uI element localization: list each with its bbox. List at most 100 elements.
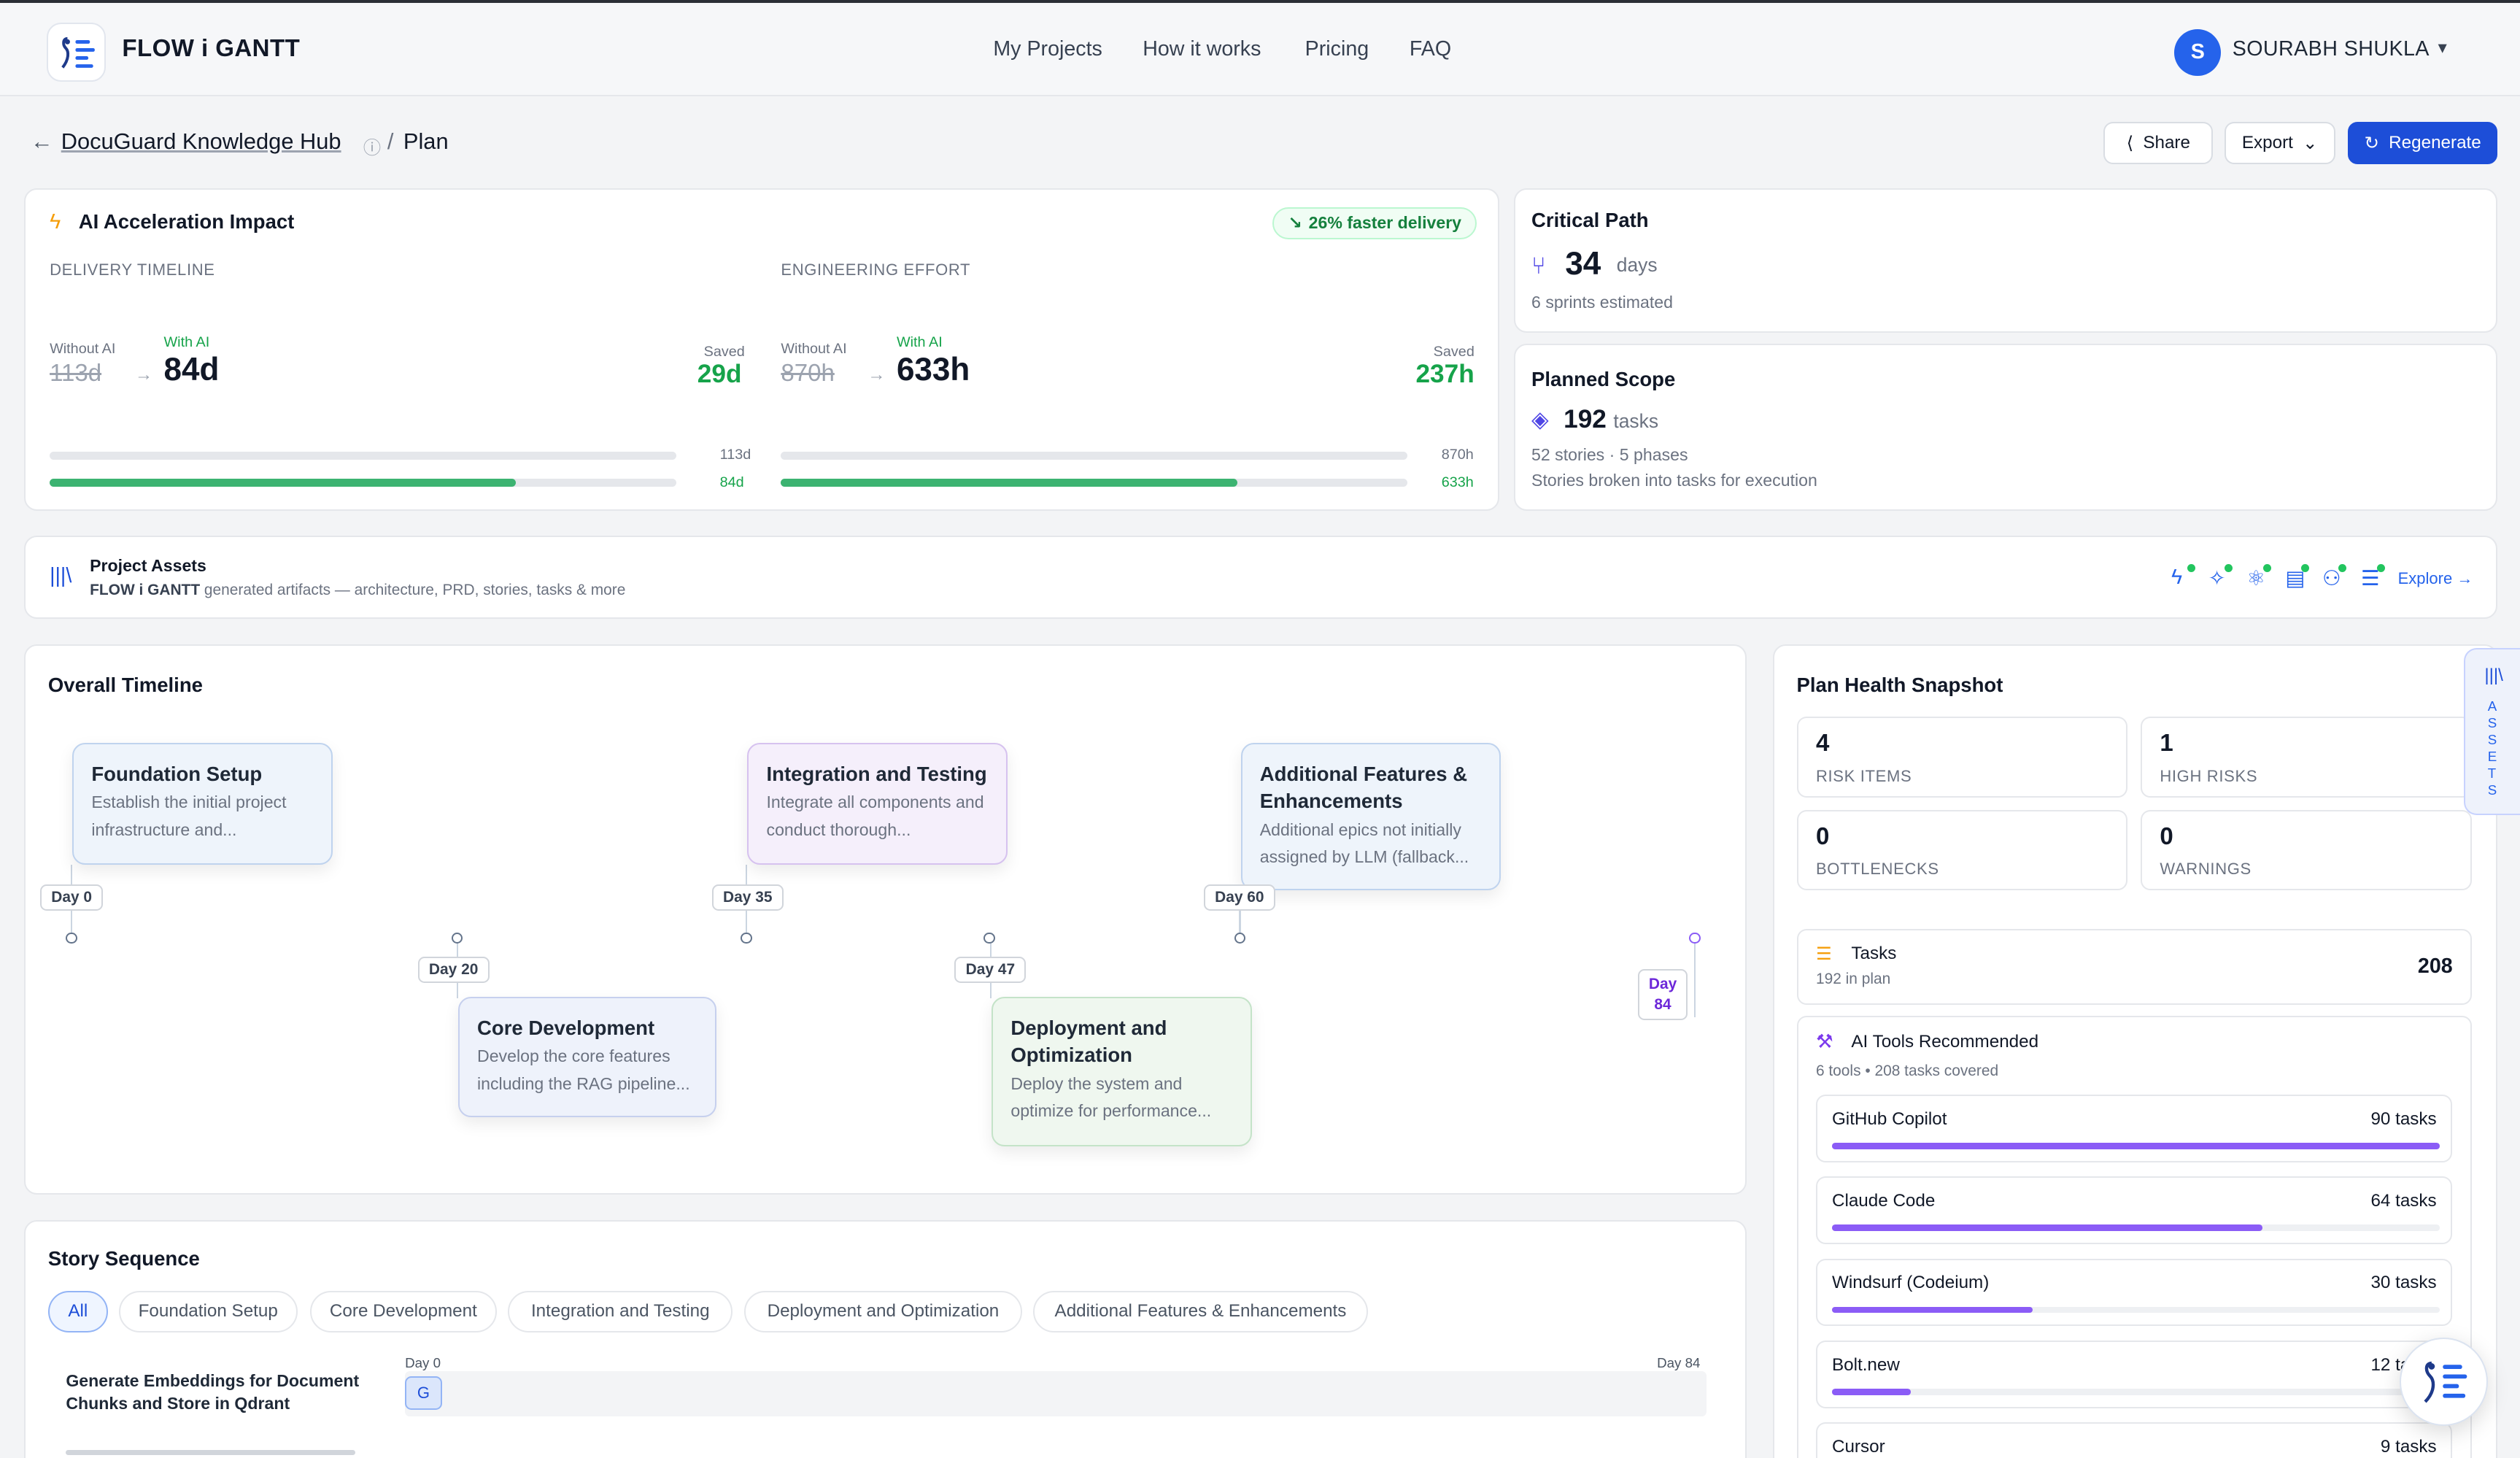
story-row-badge[interactable]: G (405, 1376, 442, 1410)
delivery-without-label: Without AI (50, 340, 116, 357)
effort-with-label: With AI (896, 333, 943, 350)
timeline-marker (741, 932, 752, 944)
tool-bolt-new[interactable]: Bolt.new 12 tasks (1816, 1341, 2453, 1408)
export-label: Export (2241, 133, 2293, 153)
users-icon[interactable]: ⚇ (2322, 567, 2341, 591)
window-top-border (0, 0, 2520, 4)
tool-claude-code[interactable]: Claude Code 64 tasks (1816, 1176, 2453, 1244)
axis-start: Day 0 (405, 1354, 441, 1370)
day-tag-end: Day 84 (1637, 969, 1688, 1021)
story-row-name[interactable]: Generate Embeddings for Document Chunks … (66, 1370, 360, 1413)
assets-desc-text: generated artifacts — architecture, PRD,… (204, 582, 626, 599)
nav-my-projects[interactable]: My Projects (993, 36, 1102, 61)
axis-end: Day 84 (1657, 1354, 1701, 1370)
breadcrumb-separator: / (387, 128, 394, 155)
brand-logo[interactable] (46, 22, 107, 82)
stat-value: 0 (2160, 822, 2173, 850)
arrow-right-icon: → (867, 364, 886, 385)
phase-card-core[interactable]: Core Development Develop the core featur… (457, 996, 717, 1117)
library-icon: |||\ (2484, 665, 2503, 685)
assets-side-tab[interactable]: |||\ ASSETS (2463, 647, 2520, 815)
faster-delivery-badge: ↘ 26% faster delivery (1272, 207, 1477, 239)
effort-saved-value: 237h (1415, 360, 1474, 389)
tool-windsurf[interactable]: Windsurf (Codeium) 30 tasks (1816, 1258, 2453, 1327)
effort-heading: ENGINEERING EFFORT (781, 260, 971, 279)
day-tag: Day 20 (417, 956, 490, 984)
floating-assistant-button[interactable] (2399, 1337, 2488, 1426)
sparkle-icon[interactable]: ✧ (2208, 567, 2226, 591)
tool-github-copilot[interactable]: GitHub Copilot 90 tasks (1816, 1095, 2453, 1162)
stat-risk-items: 4 RISK ITEMS (1796, 717, 2128, 798)
effort-with-bar-fill (781, 479, 1237, 487)
status-dot (2262, 564, 2271, 573)
planned-scope-unit: tasks (1613, 409, 1659, 432)
wrench-icon: ⚒ (1815, 1030, 1833, 1052)
delivery-saved-value: 29d (697, 360, 742, 389)
export-button[interactable]: Export ⌄ (2224, 122, 2335, 164)
nav-faq[interactable]: FAQ (1409, 36, 1452, 61)
assets-title: Project Assets (90, 555, 206, 575)
critical-path-unit: days (1616, 253, 1658, 276)
explore-link[interactable]: Explore → (2397, 568, 2473, 587)
effort-without-value: 870h (781, 360, 835, 387)
delivery-without-value: 113d (50, 360, 102, 387)
chip-foundation[interactable]: Foundation Setup (119, 1290, 298, 1333)
tool-count: 9 tasks (2380, 1437, 2437, 1457)
architecture-icon[interactable]: ϟ (2171, 566, 2183, 590)
delivery-saved-label: Saved (703, 344, 745, 360)
project-assets-bar[interactable]: |||\ Project Assets FLOW i GANTT generat… (24, 535, 2498, 620)
chip-all[interactable]: All (48, 1290, 108, 1333)
back-arrow-icon[interactable]: ← (30, 128, 53, 155)
share-button[interactable]: ⟨ Share (2103, 122, 2214, 164)
checklist-icon[interactable]: ☰ (2360, 567, 2380, 591)
planned-scope-card: Planned Scope ◈ 192 tasks 52 stories · 5… (1514, 344, 2498, 512)
regenerate-label: Regenerate (2389, 133, 2481, 153)
nav-pricing[interactable]: Pricing (1305, 36, 1369, 61)
regenerate-button[interactable]: ↻ Regenerate (2348, 122, 2498, 164)
chevron-down-icon: ⌄ (2303, 133, 2318, 153)
delivery-heading: DELIVERY TIMELINE (50, 260, 215, 279)
overall-timeline-card: Overall Timeline (24, 644, 1747, 1195)
layers-icon: ◈ (1531, 406, 1549, 433)
chip-core[interactable]: Core Development (310, 1290, 497, 1333)
stat-value: 0 (1815, 822, 1830, 850)
tool-name: Windsurf (Codeium) (1831, 1273, 1990, 1293)
tasks-summary[interactable]: ☰ Tasks 192 in plan 208 (1796, 929, 2472, 1005)
chevron-down-icon[interactable]: ▾ (2438, 37, 2447, 58)
tool-name: Bolt.new (1831, 1354, 1900, 1375)
timeline-stem (1239, 890, 1241, 938)
end-day-value: 84 (1654, 996, 1671, 1014)
phase-card-foundation[interactable]: Foundation Setup Establish the initial p… (72, 742, 333, 865)
status-dot (2376, 564, 2385, 573)
tool-cursor[interactable]: Cursor 9 tasks (1816, 1422, 2453, 1458)
document-icon[interactable]: ▤ (2285, 567, 2306, 591)
brand-name[interactable]: FLOW i GANTT (122, 35, 301, 63)
story-row-next (66, 1449, 355, 1455)
critical-path-sub: 6 sprints estimated (1531, 292, 1673, 312)
user-name[interactable]: SOURABH SHUKLA (2232, 36, 2430, 61)
user-avatar[interactable]: S (2174, 28, 2222, 76)
assets-side-label: ASSETS (2487, 698, 2497, 798)
stat-warnings: 0 WARNINGS (2141, 810, 2472, 891)
breadcrumb-project[interactable]: DocuGuard Knowledge Hub (61, 128, 341, 155)
tool-bar-fill (1831, 1306, 2033, 1314)
effort-with-value: 633h (896, 352, 970, 388)
effort-bar-with-label: 633h (1441, 474, 1474, 490)
timeline-marker (1234, 932, 1246, 944)
timeline-marker (1689, 932, 1701, 944)
chip-deployment[interactable]: Deployment and Optimization (743, 1290, 1022, 1333)
top-navbar: FLOW i GANTT My Projects How it works Pr… (0, 3, 2520, 97)
day-tag: Day 0 (40, 884, 104, 911)
timeline-marker (451, 932, 463, 944)
chip-integration[interactable]: Integration and Testing (508, 1290, 733, 1333)
phase-card-integration[interactable]: Integration and Testing Integrate all co… (747, 742, 1008, 865)
logo-icon (61, 36, 95, 69)
phase-card-additional[interactable]: Additional Features & Enhancements Addit… (1240, 742, 1501, 891)
phase-card-deployment[interactable]: Deployment and Optimization Deploy the s… (992, 996, 1252, 1146)
tool-count: 90 tasks (2370, 1108, 2437, 1129)
info-icon[interactable]: ⓘ (363, 138, 382, 158)
network-icon[interactable]: ⚛ (2246, 567, 2266, 591)
chip-additional[interactable]: Additional Features & Enhancements (1033, 1290, 1368, 1333)
nav-how-it-works[interactable]: How it works (1143, 36, 1261, 61)
